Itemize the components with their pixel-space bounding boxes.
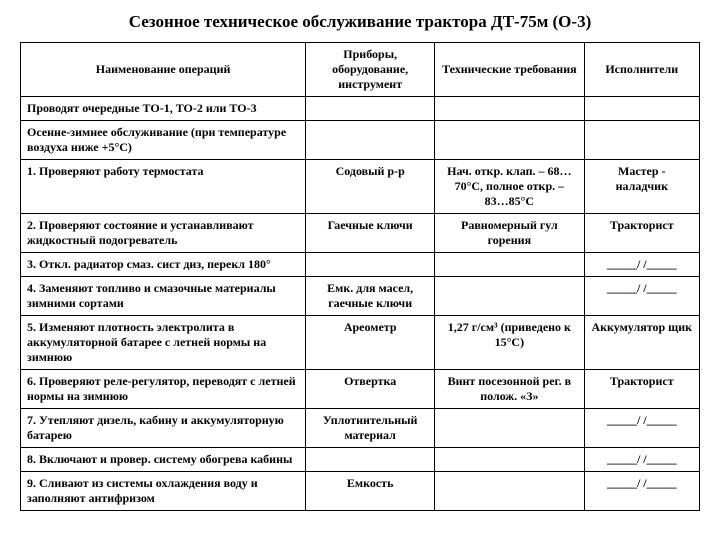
table-header-row: Наименование операций Приборы, оборудова… xyxy=(21,43,700,97)
cell-equipment: Отвертка xyxy=(306,370,435,409)
cell-operations: Проводят очередные ТО-1, ТО-2 или ТО-3 xyxy=(21,97,306,121)
cell-equipment xyxy=(306,448,435,472)
cell-requirements xyxy=(435,409,584,448)
cell-requirements xyxy=(435,277,584,316)
cell-requirements: 1,27 г/см³ (приведено к 15°С) xyxy=(435,316,584,370)
table-row: 6. Проверяют реле-регулятор, переводят с… xyxy=(21,370,700,409)
cell-requirements xyxy=(435,121,584,160)
cell-operations: 7. Утепляют дизель, кабину и аккумулятор… xyxy=(21,409,306,448)
cell-requirements xyxy=(435,472,584,511)
cell-operations: 9. Сливают из системы охлаждения воду и … xyxy=(21,472,306,511)
cell-equipment: Емк. для масел, гаечные ключи xyxy=(306,277,435,316)
table-row: 2. Проверяют состояние и устанавливают ж… xyxy=(21,214,700,253)
header-equipment: Приборы, оборудование, инструмент xyxy=(306,43,435,97)
cell-requirements xyxy=(435,97,584,121)
table-row: 1. Проверяют работу термостата Содовый р… xyxy=(21,160,700,214)
cell-operations: 3. Откл. радиатор смаз. сист диз, перекл… xyxy=(21,253,306,277)
cell-equipment xyxy=(306,253,435,277)
cell-equipment xyxy=(306,121,435,160)
cell-performers: Аккумулятор щик xyxy=(584,316,699,370)
table-row: 4. Заменяют топливо и смазочные материал… xyxy=(21,277,700,316)
cell-equipment: Гаечные ключи xyxy=(306,214,435,253)
cell-operations: 5. Изменяют плотность электролита в акку… xyxy=(21,316,306,370)
table-row: Проводят очередные ТО-1, ТО-2 или ТО-3 xyxy=(21,97,700,121)
cell-operations: 8. Включают и провер. систему обогрева к… xyxy=(21,448,306,472)
page-title: Сезонное техническое обслуживание тракто… xyxy=(20,12,700,32)
table-row: 3. Откл. радиатор смаз. сист диз, перекл… xyxy=(21,253,700,277)
cell-performers: _____/ /_____ xyxy=(584,448,699,472)
table-row: 5. Изменяют плотность электролита в акку… xyxy=(21,316,700,370)
cell-operations: 4. Заменяют топливо и смазочные материал… xyxy=(21,277,306,316)
cell-performers xyxy=(584,97,699,121)
cell-performers: _____/ /_____ xyxy=(584,409,699,448)
header-operations: Наименование операций xyxy=(21,43,306,97)
cell-equipment: Содовый р-р xyxy=(306,160,435,214)
table-row: 7. Утепляют дизель, кабину и аккумулятор… xyxy=(21,409,700,448)
cell-performers: _____/ /_____ xyxy=(584,277,699,316)
table-row: 9. Сливают из системы охлаждения воду и … xyxy=(21,472,700,511)
cell-operations: 1. Проверяют работу термостата xyxy=(21,160,306,214)
header-requirements: Технические требования xyxy=(435,43,584,97)
cell-operations: Осенне-зимнее обслуживание (при температ… xyxy=(21,121,306,160)
cell-equipment: Ареометр xyxy=(306,316,435,370)
cell-requirements: Нач. откр. клап. – 68…70°С, полное откр.… xyxy=(435,160,584,214)
cell-equipment xyxy=(306,97,435,121)
cell-equipment: Емкость xyxy=(306,472,435,511)
cell-performers: Тракторист xyxy=(584,214,699,253)
table-row: 8. Включают и провер. систему обогрева к… xyxy=(21,448,700,472)
cell-performers: Мастер - наладчик xyxy=(584,160,699,214)
maintenance-table: Наименование операций Приборы, оборудова… xyxy=(20,42,700,511)
cell-requirements xyxy=(435,253,584,277)
cell-performers: _____/ /_____ xyxy=(584,472,699,511)
header-performers: Исполнители xyxy=(584,43,699,97)
cell-requirements: Равномерный гул горения xyxy=(435,214,584,253)
cell-requirements: Винт посезонной рег. в полож. «З» xyxy=(435,370,584,409)
cell-operations: 6. Проверяют реле-регулятор, переводят с… xyxy=(21,370,306,409)
cell-operations: 2. Проверяют состояние и устанавливают ж… xyxy=(21,214,306,253)
cell-requirements xyxy=(435,448,584,472)
cell-performers: _____/ /_____ xyxy=(584,253,699,277)
cell-performers: Тракторист xyxy=(584,370,699,409)
cell-equipment: Уплотнительный материал xyxy=(306,409,435,448)
cell-performers xyxy=(584,121,699,160)
table-row: Осенне-зимнее обслуживание (при температ… xyxy=(21,121,700,160)
